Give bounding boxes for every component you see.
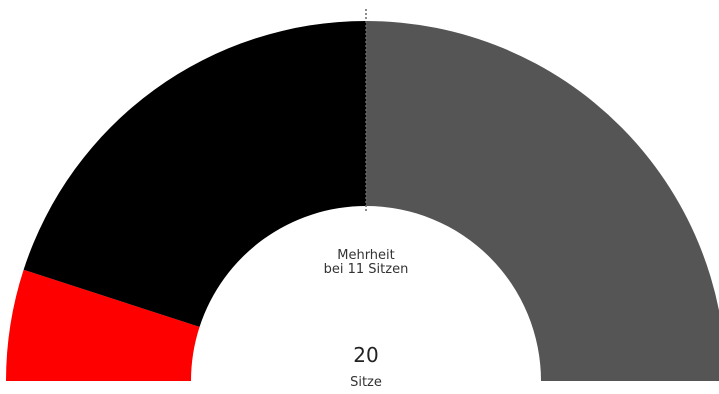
seat-segment-3: [366, 21, 719, 381]
seat-segments: [6, 21, 719, 381]
majority-label-line1: Mehrheit: [337, 248, 395, 263]
total-seats-label: Sitze: [350, 375, 382, 390]
total-seats-value: 20: [353, 343, 378, 367]
majority-label-line2: bei 11 Sitzen: [324, 262, 409, 277]
seat-segment-2: [23, 21, 366, 327]
seat-segment-1: [6, 269, 200, 381]
